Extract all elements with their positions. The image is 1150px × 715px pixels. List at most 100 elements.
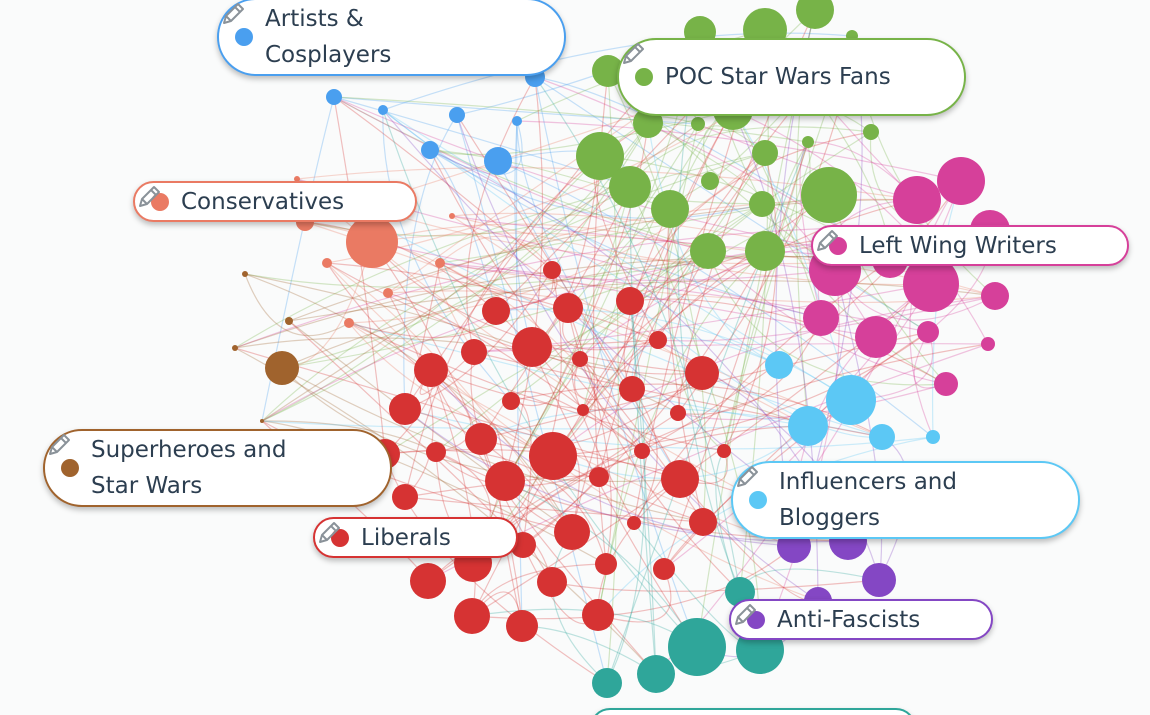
node[interactable] xyxy=(637,655,675,693)
node[interactable] xyxy=(796,0,834,29)
node[interactable] xyxy=(855,316,897,358)
node[interactable] xyxy=(668,618,726,676)
node[interactable] xyxy=(862,563,896,597)
node[interactable] xyxy=(326,89,342,105)
node[interactable] xyxy=(582,599,614,631)
node[interactable] xyxy=(421,141,439,159)
node[interactable] xyxy=(685,356,719,390)
cluster-pill[interactable]: Conservatives xyxy=(133,181,417,222)
node[interactable] xyxy=(512,327,552,367)
node[interactable] xyxy=(651,190,689,228)
node[interactable] xyxy=(802,136,814,148)
node[interactable] xyxy=(701,172,719,190)
node[interactable] xyxy=(485,461,525,501)
node[interactable] xyxy=(934,372,958,396)
node[interactable] xyxy=(410,563,446,599)
node[interactable] xyxy=(670,405,686,421)
node[interactable] xyxy=(788,406,828,446)
node[interactable] xyxy=(512,116,522,126)
node[interactable] xyxy=(937,157,985,205)
edit-icon[interactable] xyxy=(45,431,73,459)
cluster-pill[interactable]: Influencers and Bloggers xyxy=(731,461,1080,539)
cluster-pill[interactable]: Superheroes and Star Wars xyxy=(43,429,392,507)
node[interactable] xyxy=(484,147,512,175)
node[interactable] xyxy=(826,375,876,425)
node[interactable] xyxy=(537,567,567,597)
node[interactable] xyxy=(627,516,641,530)
node[interactable] xyxy=(454,598,490,634)
edit-icon[interactable] xyxy=(733,463,761,491)
node[interactable] xyxy=(576,132,624,180)
node[interactable] xyxy=(482,297,510,325)
node[interactable] xyxy=(232,345,238,351)
node[interactable] xyxy=(506,610,538,642)
cluster-pill[interactable]: Artists & Cosplayers xyxy=(217,0,566,76)
node[interactable] xyxy=(653,558,675,580)
node[interactable] xyxy=(803,300,839,336)
node[interactable] xyxy=(981,337,995,351)
node[interactable] xyxy=(529,432,577,480)
node[interactable] xyxy=(649,331,667,349)
node[interactable] xyxy=(449,213,455,219)
node[interactable] xyxy=(589,467,609,487)
node[interactable] xyxy=(619,376,645,402)
edit-icon[interactable] xyxy=(135,183,163,211)
node[interactable] xyxy=(322,258,332,268)
node[interactable] xyxy=(577,404,589,416)
node[interactable] xyxy=(426,442,446,462)
node[interactable] xyxy=(893,176,941,224)
edit-icon[interactable] xyxy=(813,227,841,255)
node[interactable] xyxy=(917,321,939,343)
node[interactable] xyxy=(869,424,895,450)
node[interactable] xyxy=(903,256,959,312)
node[interactable] xyxy=(863,124,879,140)
node[interactable] xyxy=(765,351,793,379)
node[interactable] xyxy=(378,105,388,115)
node[interactable] xyxy=(265,351,299,385)
node[interactable] xyxy=(609,166,651,208)
node[interactable] xyxy=(616,287,644,315)
node[interactable] xyxy=(465,423,497,455)
node[interactable] xyxy=(344,318,354,328)
node[interactable] xyxy=(752,140,778,166)
node[interactable] xyxy=(389,393,421,425)
node[interactable] xyxy=(260,419,264,423)
node[interactable] xyxy=(689,508,717,536)
node[interactable] xyxy=(801,167,857,223)
node[interactable] xyxy=(553,293,583,323)
edit-icon[interactable] xyxy=(219,0,247,28)
node[interactable] xyxy=(592,55,624,87)
cluster-pill[interactable]: Liberals xyxy=(313,517,518,558)
cluster-pill[interactable]: POC Star Wars Fans xyxy=(617,38,966,116)
cluster-pill-partial[interactable] xyxy=(590,708,916,715)
node[interactable] xyxy=(554,514,590,550)
node[interactable] xyxy=(242,271,248,277)
node[interactable] xyxy=(749,191,775,217)
cluster-pill[interactable]: Anti-Fascists xyxy=(729,599,993,640)
node[interactable] xyxy=(691,117,705,131)
node[interactable] xyxy=(661,460,699,498)
node[interactable] xyxy=(502,392,520,410)
node[interactable] xyxy=(285,317,293,325)
cluster-pill[interactable]: Left Wing Writers xyxy=(811,225,1129,266)
node[interactable] xyxy=(543,261,561,279)
node[interactable] xyxy=(461,339,487,365)
node[interactable] xyxy=(592,668,622,698)
node[interactable] xyxy=(926,430,940,444)
edit-icon[interactable] xyxy=(731,601,759,629)
node[interactable] xyxy=(572,351,588,367)
node[interactable] xyxy=(414,353,448,387)
node[interactable] xyxy=(745,231,785,271)
node[interactable] xyxy=(449,107,465,123)
edit-icon[interactable] xyxy=(619,40,647,68)
node[interactable] xyxy=(346,216,398,268)
node[interactable] xyxy=(595,553,617,575)
node[interactable] xyxy=(383,288,393,298)
node[interactable] xyxy=(717,444,731,458)
node[interactable] xyxy=(435,258,445,268)
node[interactable] xyxy=(981,282,1009,310)
node[interactable] xyxy=(634,443,650,459)
node[interactable] xyxy=(392,484,418,510)
node[interactable] xyxy=(690,233,726,269)
edit-icon[interactable] xyxy=(315,519,343,547)
